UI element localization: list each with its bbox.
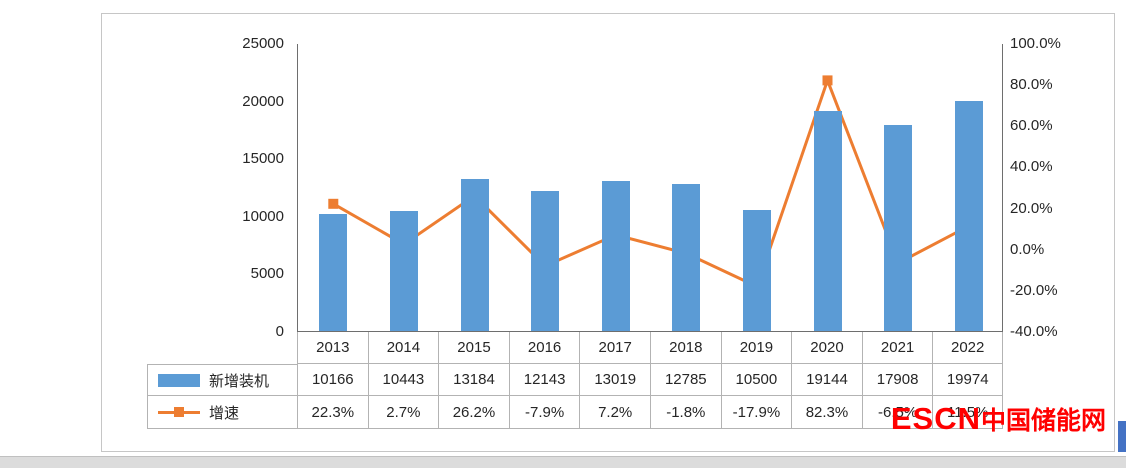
- capacity-cell-2019: 10500: [720, 364, 792, 396]
- growth-cell-2019: -17.9%: [720, 396, 792, 429]
- legend-marker-square: [174, 407, 184, 417]
- capacity-bar-2015: [460, 179, 489, 331]
- watermark-cn-text: 中国储能网: [980, 407, 1106, 435]
- right-axis-tick: -20.0%: [1010, 281, 1058, 299]
- page-bottom-strip: [0, 456, 1126, 468]
- growth-marker-2013: [328, 198, 339, 209]
- left-axis-tick: 10000: [242, 207, 284, 225]
- capacity-bar-2019: [742, 210, 771, 331]
- year-cell-2022: 2022: [932, 332, 1003, 364]
- growth-cell-2014: 2.7%: [367, 396, 439, 429]
- year-cell-2018: 2018: [650, 332, 721, 364]
- legend-item-growth-rate: 增速: [147, 396, 297, 429]
- capacity-bar-2017: [601, 181, 630, 331]
- year-cell-2015: 2015: [438, 332, 509, 364]
- right-axis-tick: -40.0%: [1010, 323, 1058, 340]
- right-axis-tick: 20.0%: [1010, 199, 1053, 217]
- growth-line-path: [332, 76, 970, 289]
- capacity-bar-2018: [672, 183, 701, 331]
- growth-cell-2017: 7.2%: [579, 396, 650, 429]
- year-cell-2014: 2014: [367, 332, 439, 364]
- plot-area: [297, 44, 1003, 332]
- right-axis-tick: 40.0%: [1010, 158, 1053, 176]
- watermark-escn-text: ESCN: [890, 401, 981, 436]
- bar-legend-label: 新增装机: [209, 372, 270, 390]
- capacity-bar-2022: [954, 100, 983, 331]
- right-axis-tick: 100.0%: [1010, 35, 1061, 52]
- growth-cell-2022: 11.5%: [932, 396, 1003, 429]
- capacity-cell-2021: 17908: [861, 364, 933, 396]
- year-cell-2013: 2013: [297, 332, 368, 364]
- bar-legend-swatch-icon: [158, 373, 200, 387]
- capacity-cell-2014: 10443: [367, 364, 439, 396]
- left-axis-tick: 5000: [250, 265, 284, 283]
- growth-cell-2013: 22.3%: [297, 396, 368, 429]
- capacity-cell-2016: 12143: [508, 364, 580, 396]
- capacity-bar-2016: [531, 191, 560, 331]
- capacity-cell-2020: 19144: [791, 364, 862, 396]
- line-legend-label: 增速: [209, 404, 240, 422]
- year-cell-2021: 2021: [861, 332, 933, 364]
- capacity-cell-2018: 12785: [650, 364, 721, 396]
- right-axis-tick: 80.0%: [1010, 76, 1053, 94]
- year-cell-2020: 2020: [791, 332, 862, 364]
- line-legend-swatch-icon: [158, 405, 200, 419]
- capacity-cell-2022: 19974: [932, 364, 1003, 396]
- capacity-bar-2021: [884, 124, 913, 331]
- year-cell-2019: 2019: [720, 332, 792, 364]
- capacity-cell-2017: 13019: [579, 364, 650, 396]
- growth-cell-2021: -6.5%: [861, 396, 933, 429]
- capacity-bar-2020: [813, 110, 842, 331]
- year-cell-2017: 2017: [579, 332, 650, 364]
- capacity-cell-2013: 10166: [297, 364, 368, 396]
- right-axis-tick: 60.0%: [1010, 117, 1053, 135]
- left-axis-tick: 25000: [242, 35, 284, 52]
- left-axis-tick: 20000: [242, 92, 284, 110]
- growth-cell-2020: 82.3%: [791, 396, 862, 429]
- left-axis-tick: 15000: [242, 150, 284, 168]
- left-axis-tick: 0: [275, 323, 284, 340]
- legend-item-new-capacity: 新增装机: [147, 364, 297, 396]
- growth-cell-2016: -7.9%: [508, 396, 580, 429]
- growth-cell-2018: -1.8%: [650, 396, 721, 429]
- right-axis-tick: 0.0%: [1010, 240, 1045, 258]
- capacity-bar-2013: [319, 213, 348, 331]
- growth-marker-2020: [822, 75, 833, 86]
- escn-watermark: ESCN中国储能网: [891, 401, 1106, 437]
- year-cell-2016: 2016: [508, 332, 580, 364]
- growth-cell-2015: 26.2%: [438, 396, 509, 429]
- blue-edge-fragment: [1118, 421, 1126, 452]
- capacity-cell-2015: 13184: [438, 364, 509, 396]
- chart-container: 25000 20000 15000 10000 5000 0 100.0% 80.0% 60.…: [101, 13, 1115, 452]
- capacity-bar-2014: [389, 210, 418, 331]
